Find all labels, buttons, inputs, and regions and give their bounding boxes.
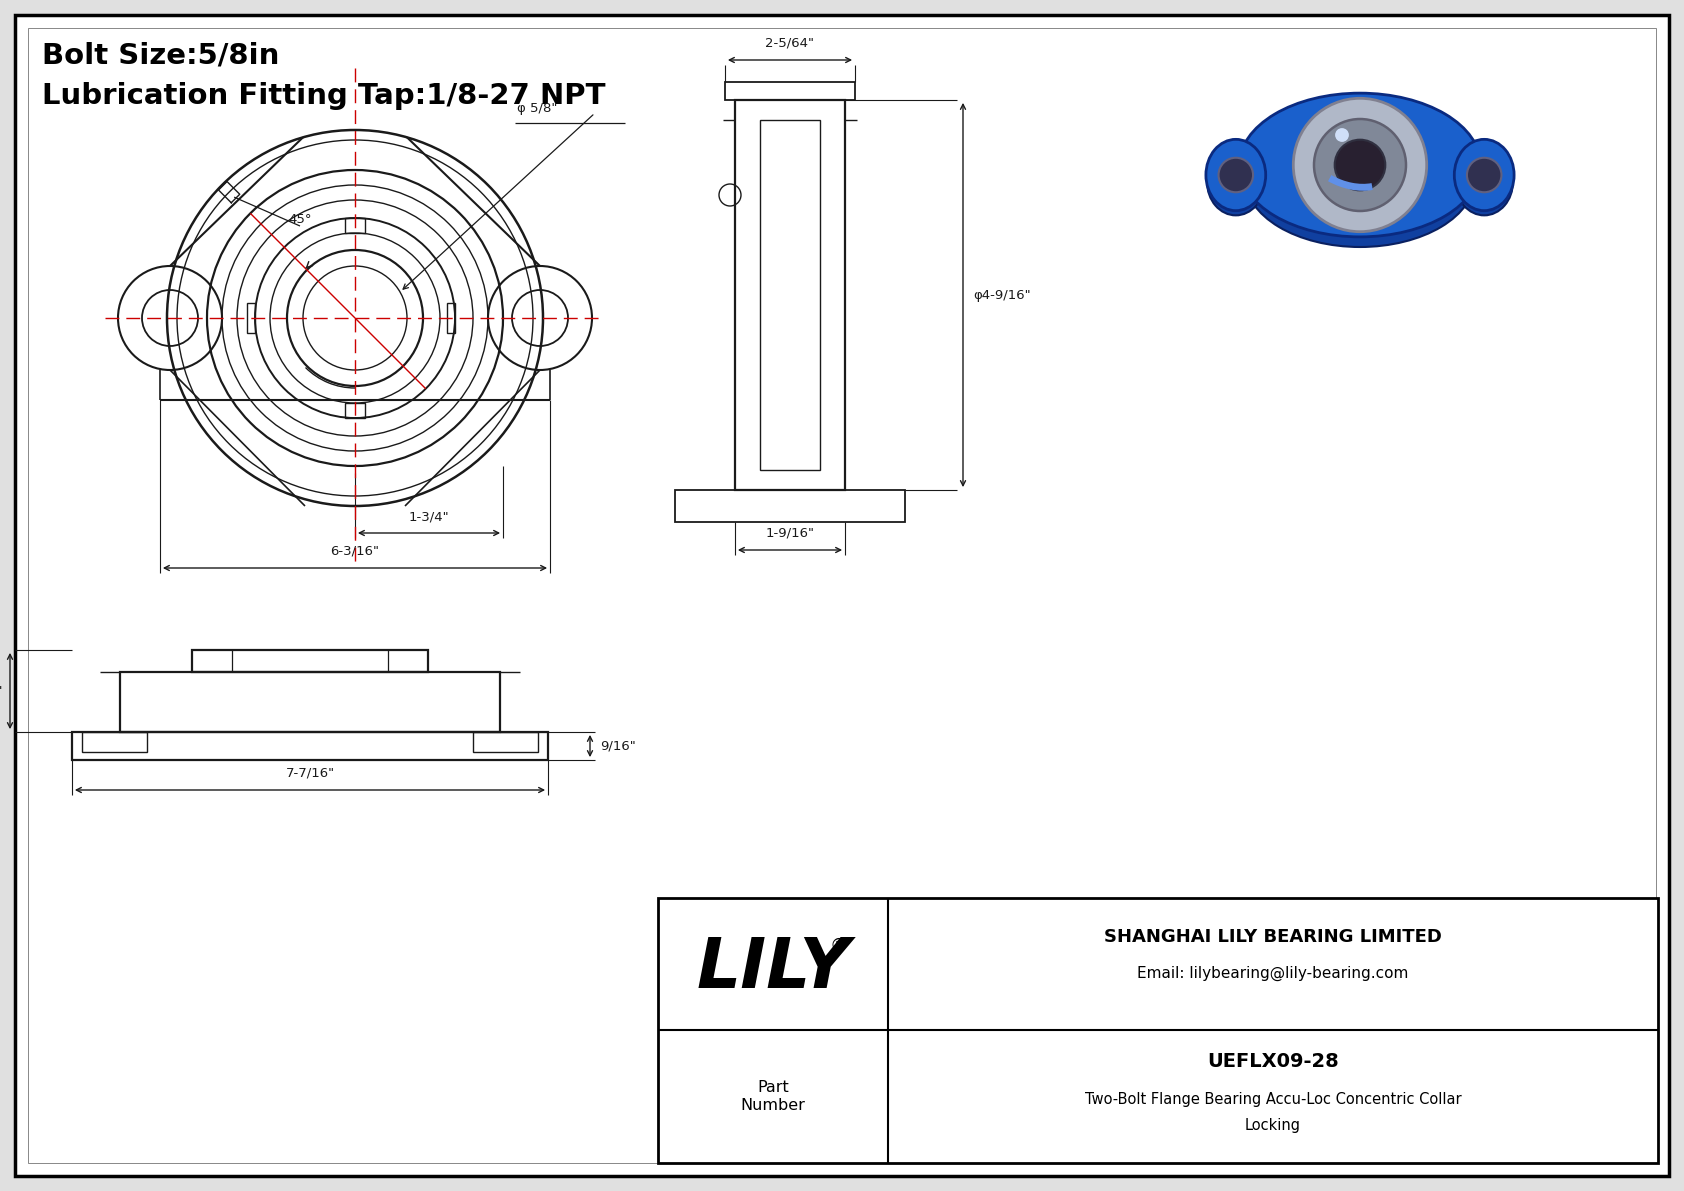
- Ellipse shape: [1455, 149, 1512, 216]
- Bar: [345, 403, 365, 418]
- Ellipse shape: [1455, 139, 1514, 211]
- Text: 6-3/16": 6-3/16": [330, 545, 379, 559]
- FancyBboxPatch shape: [1202, 37, 1517, 303]
- Circle shape: [1335, 129, 1349, 142]
- Text: Bolt Size:5/8in: Bolt Size:5/8in: [42, 42, 280, 70]
- Text: 7-7/16": 7-7/16": [285, 767, 335, 780]
- Text: Two-Bolt Flange Bearing Accu-Loc Concentric Collar: Two-Bolt Flange Bearing Accu-Loc Concent…: [1084, 1092, 1462, 1106]
- Text: 1-3/4": 1-3/4": [409, 510, 450, 523]
- Ellipse shape: [1206, 139, 1266, 211]
- Circle shape: [1293, 99, 1426, 232]
- Bar: [248, 303, 254, 333]
- Ellipse shape: [1244, 110, 1475, 247]
- Text: Part
Number: Part Number: [741, 1080, 805, 1112]
- Text: 9/16": 9/16": [600, 740, 637, 753]
- Text: ®: ®: [830, 937, 849, 955]
- Bar: [83, 732, 147, 752]
- Bar: [345, 218, 365, 233]
- Circle shape: [1335, 139, 1386, 191]
- Bar: [759, 120, 820, 470]
- Text: UEFLX09-28: UEFLX09-28: [1207, 1052, 1339, 1071]
- Bar: [675, 490, 904, 522]
- Text: φ4-9/16": φ4-9/16": [973, 288, 1031, 301]
- Ellipse shape: [1239, 93, 1480, 237]
- Bar: [446, 303, 455, 333]
- Bar: [734, 100, 845, 490]
- Text: 2-5/64": 2-5/64": [766, 37, 815, 50]
- Text: Lubrication Fitting Tap:1/8-27 NPT: Lubrication Fitting Tap:1/8-27 NPT: [42, 82, 606, 110]
- Text: 1-9/16": 1-9/16": [766, 526, 815, 540]
- Text: 2-13/64": 2-13/64": [0, 685, 2, 698]
- Bar: [473, 732, 537, 752]
- Text: 45°: 45°: [288, 213, 312, 226]
- Circle shape: [1219, 157, 1253, 192]
- Text: SHANGHAI LILY BEARING LIMITED: SHANGHAI LILY BEARING LIMITED: [1105, 928, 1442, 946]
- Bar: [658, 898, 1659, 1162]
- Bar: [726, 82, 855, 100]
- Text: LILY: LILY: [695, 935, 850, 1003]
- Bar: [192, 650, 428, 672]
- Ellipse shape: [1207, 149, 1265, 216]
- Text: φ 5/8": φ 5/8": [517, 102, 557, 116]
- Bar: [120, 672, 500, 732]
- Text: Locking: Locking: [1244, 1118, 1302, 1133]
- Circle shape: [1467, 157, 1502, 192]
- Bar: [72, 732, 547, 760]
- Text: Email: lilybearing@lily-bearing.com: Email: lilybearing@lily-bearing.com: [1137, 966, 1410, 981]
- Circle shape: [1314, 119, 1406, 211]
